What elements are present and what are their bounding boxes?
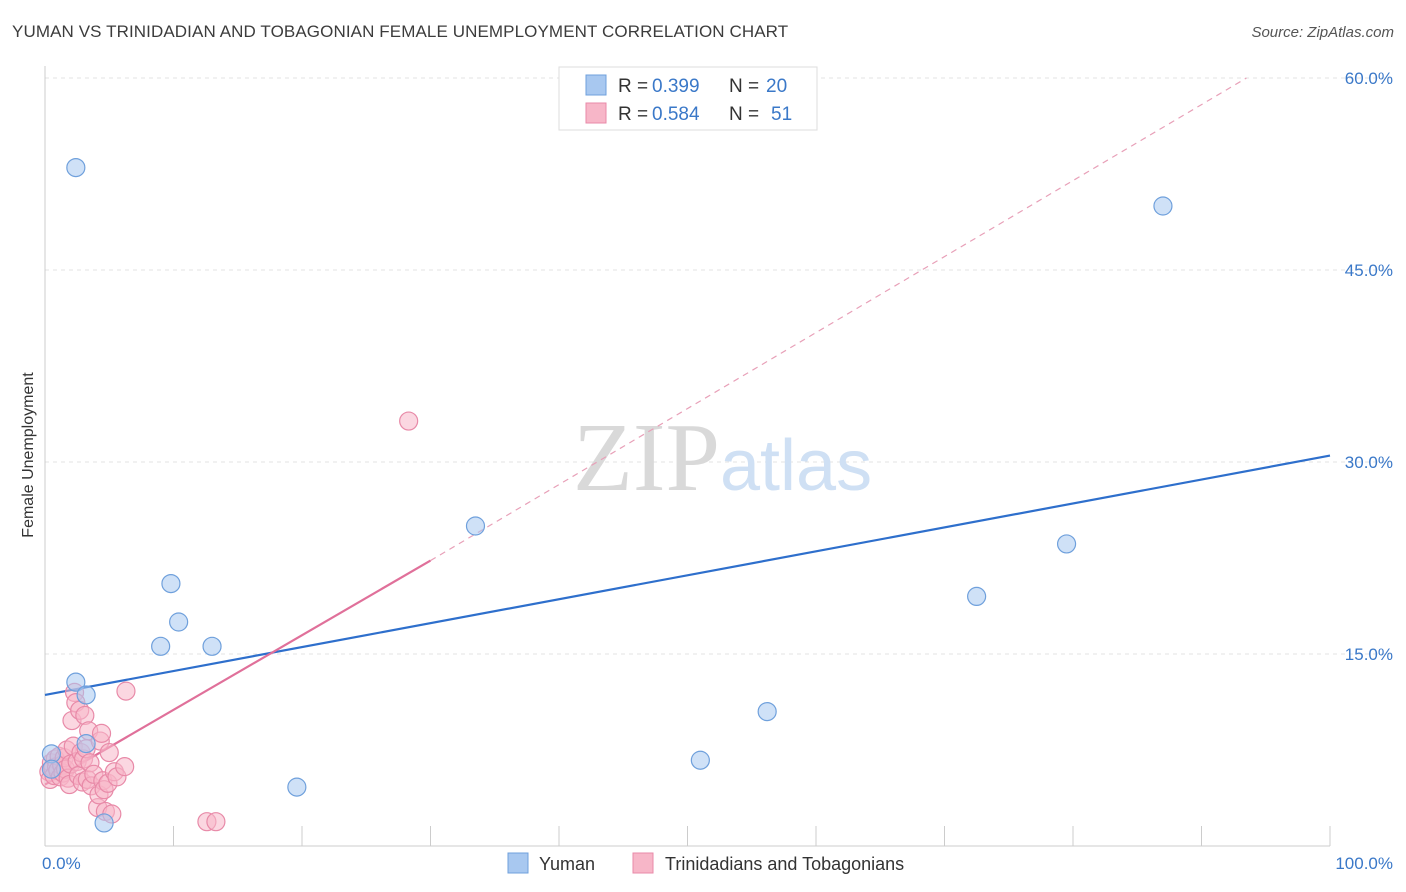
legend-n-label: N =: [729, 76, 759, 97]
legend-r-value-yuman: 0.399: [652, 76, 700, 97]
bottom-legend-label-trinidadian: Trinidadians and Tobagonians: [665, 854, 904, 874]
grid-lines: [45, 77, 1392, 655]
data-point-trinidadian: [399, 411, 419, 431]
legend-swatch-yuman: [585, 74, 607, 96]
data-point-yuman: [76, 733, 96, 754]
axes: [44, 66, 1331, 847]
data-point-yuman: [202, 636, 222, 656]
data-point-trinidadian: [115, 757, 135, 777]
data-point-trinidadian: [99, 742, 119, 763]
data-point-yuman: [690, 750, 710, 770]
bottom-legend-swatch-trinidadian: [632, 852, 654, 874]
data-point-yuman: [169, 612, 189, 632]
watermark-zip: ZIP: [573, 404, 720, 512]
y-axis-label: Female Unemployment: [20, 372, 37, 538]
legend-r-label: R =: [618, 76, 648, 97]
legend-n-value-trinidadian: 51: [771, 104, 792, 125]
legend-swatch-trinidadian: [585, 102, 607, 124]
data-point-yuman: [94, 813, 114, 833]
data-point-yuman: [1056, 534, 1077, 554]
legend-r-label: R =: [618, 104, 648, 125]
legend-r-value-trinidadian: 0.584: [652, 104, 700, 125]
data-point-yuman: [465, 516, 486, 536]
bottom-legend-label-yuman: Yuman: [539, 854, 595, 874]
data-point-yuman: [41, 759, 62, 779]
data-point-yuman: [287, 777, 307, 797]
chart-title: YUMAN VS TRINIDADIAN AND TOBAGONIAN FEMA…: [12, 22, 789, 41]
data-point-yuman: [151, 636, 171, 656]
y-tick-label: 15.0%: [1345, 645, 1393, 664]
tick-labels: 15.0% 30.0% 45.0% 60.0% 0.0% 100.0%: [42, 69, 1393, 873]
legend-n-value-yuman: 20: [766, 76, 787, 97]
data-points: [39, 158, 1173, 833]
data-point-trinidadian: [206, 812, 226, 832]
data-point-trinidadian: [91, 723, 112, 743]
data-point-yuman: [66, 672, 86, 692]
bottom-legend-swatch-yuman: [507, 852, 529, 874]
bottom-legend: Yuman Trinidadians and Tobagonians: [507, 852, 904, 874]
data-point-yuman: [76, 685, 96, 705]
data-point-yuman: [1153, 196, 1173, 216]
data-point-trinidadian: [116, 681, 136, 701]
trend-line-trinidadian-extended: [430, 77, 1247, 562]
watermark-atlas: atlas: [720, 426, 872, 506]
trend-line-yuman: [44, 454, 1331, 697]
source-label: Source: ZipAtlas.com: [1251, 24, 1394, 41]
x-tick-label-end: 100.0%: [1335, 854, 1393, 873]
data-point-yuman: [161, 573, 181, 594]
data-point-yuman: [757, 701, 777, 722]
data-point-yuman: [967, 586, 987, 607]
y-tick-label: 45.0%: [1345, 261, 1393, 280]
legend-box: R = 0.399 N = 20 R = 0.584 N = 51: [558, 66, 818, 131]
y-tick-label: 60.0%: [1345, 69, 1393, 88]
data-point-yuman: [66, 158, 86, 178]
x-tick-label-start: 0.0%: [42, 854, 81, 873]
legend-n-label: N =: [729, 104, 759, 125]
y-tick-label: 30.0%: [1345, 453, 1393, 472]
